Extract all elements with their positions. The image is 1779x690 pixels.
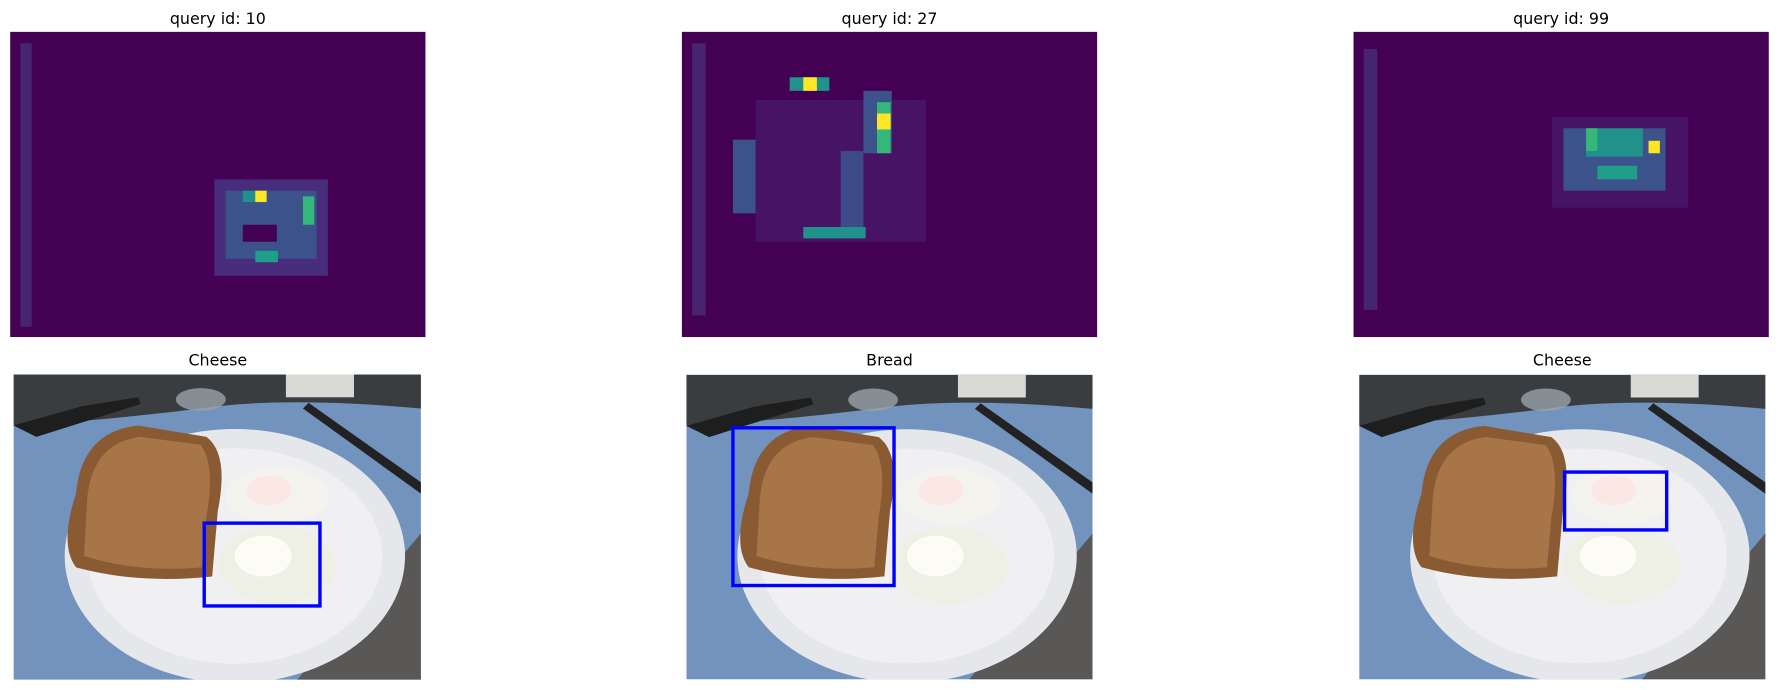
panel-label: Cheese [1533,350,1592,369]
panel-title: query id: 99 [1513,9,1609,28]
photo [13,374,421,680]
heatmap [10,31,426,338]
panel-label: Bread [866,350,913,369]
heatmap [1353,31,1769,338]
photo [686,374,1093,680]
panel-label: Cheese [188,350,247,369]
heatmap [681,31,1098,338]
bounding-box [1562,470,1669,532]
panel-title: query id: 10 [170,9,266,28]
bounding-box [731,426,896,588]
bounding-box [202,521,322,608]
photo [1359,374,1766,680]
panel-title: query id: 27 [842,9,938,28]
